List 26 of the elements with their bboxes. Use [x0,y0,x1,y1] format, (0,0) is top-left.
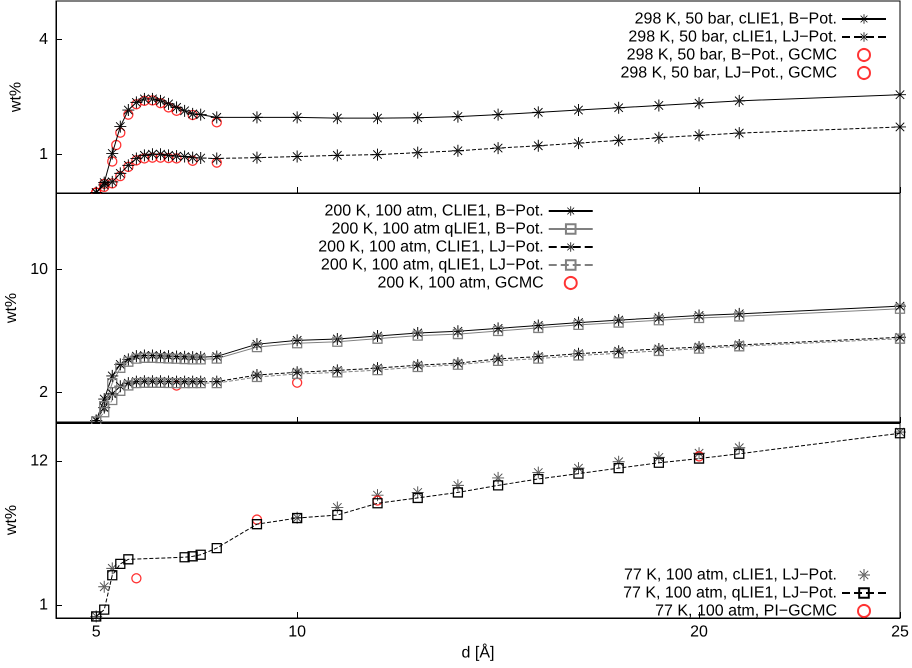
legend-label: 298 K, 50 bar, cLIE1, B−Pot. [634,10,837,28]
legend-label: 298 K, 50 bar, LJ−Pot., GCMC [620,64,837,82]
legend-label: 77 K, 100 atm, cLIE1, LJ−Pot. [624,566,837,584]
y-tick-label: 4 [39,30,48,48]
y-tick-label: 10 [30,261,48,278]
y-axis-title: wt% [2,504,20,536]
y-tick-label: 2 [39,384,48,401]
x-tick-label: 10 [288,624,306,640]
legend-label: 298 K, 50 bar, B−Pot., GCMC [626,46,837,64]
legend-label: 200 K, 100 atm, CLIE1, B−Pot. [324,202,544,220]
legend-label: 200 K, 100 atm, GCMC [377,274,544,292]
legend-label: 77 K, 100 atm, PI−GCMC [655,602,837,620]
y-tick-label: 1 [39,596,48,614]
y-tick-label: 12 [30,452,48,470]
y-axis-title: wt% [2,292,20,324]
x-tick-label: 25 [891,624,909,640]
legend-label: 200 K, 100 atm, CLIE1, LJ−Pot. [318,238,544,256]
legend-label: 200 K, 100 atm qLIE1, B−Pot. [332,220,544,238]
x-tick-label: 20 [690,624,708,640]
x-tick-label: 5 [92,624,101,640]
x-axis-title: d [Å] [462,643,494,662]
y-axis-title: wt% [8,82,24,114]
legend-label: 298 K, 50 bar, cLIE1, LJ−Pot. [628,28,837,46]
legend-label: 200 K, 100 atm, qLIE1, LJ−Pot. [320,256,544,274]
y-tick-label: 1 [39,146,48,164]
legend-label: 77 K, 100 atm, qLIE1, LJ−Pot. [623,584,837,602]
